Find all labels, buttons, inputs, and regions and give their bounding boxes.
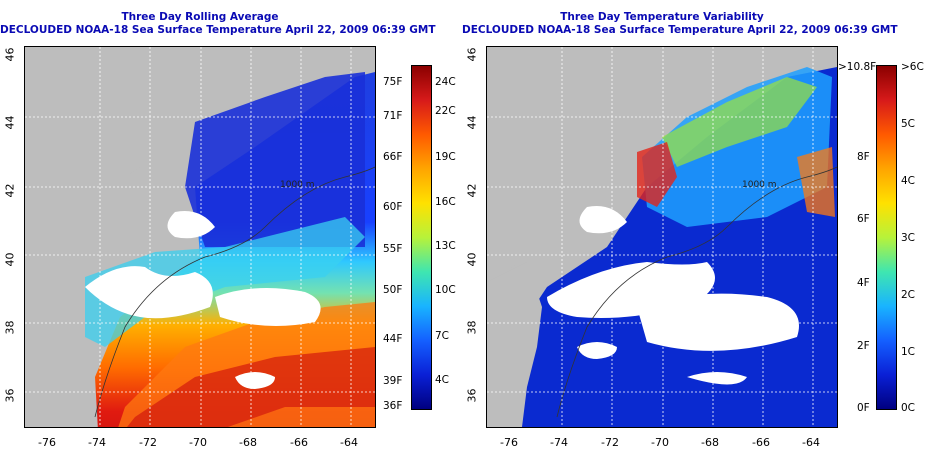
sst-average-map-graphic: 1000 m (25, 47, 375, 427)
lat-tick: 40 (465, 252, 479, 267)
contour-label: 1000 m (280, 180, 315, 190)
map-title-line2: DECLOUDED NOAA-18 Sea Surface Temperatur… (0, 24, 436, 36)
lat-tick: 38 (3, 320, 17, 335)
lat-tick: 42 (465, 183, 479, 198)
lon-tick: -68 (701, 436, 719, 449)
colorbar-c-label: 22C (435, 105, 456, 117)
colorbar-f-label: 44F (383, 333, 403, 345)
lon-tick: -74 (88, 436, 106, 449)
high-variability-patch (662, 77, 817, 167)
colorbar-f-label: 6F (857, 213, 870, 225)
lat-tick: 44 (465, 115, 479, 130)
colorbar-f-label: 55F (383, 243, 403, 255)
map-title-line1: Three Day Temperature Variability (560, 11, 764, 23)
colorbar-c-label: 0C (901, 402, 916, 414)
lat-tick: 46 (3, 47, 17, 62)
colorbar-c-label: 1C (901, 346, 916, 358)
colorbar-f-label: >10.8F (838, 61, 877, 73)
lon-tick: -70 (651, 436, 669, 449)
colorbar-c-label: 13C (435, 240, 456, 252)
map-title-line1: Three Day Rolling Average (121, 11, 279, 23)
coastal-hotspot (637, 142, 677, 207)
lat-tick: 36 (3, 388, 17, 403)
sst-average-map[interactable]: 1000 m (24, 46, 376, 428)
colorbar-c-label: 4C (435, 374, 450, 386)
offshore-hotspot (797, 147, 835, 217)
lon-tick: -72 (601, 436, 619, 449)
colorbar-f-label: 50F (383, 284, 403, 296)
colorbar-f-label: 75F (383, 76, 403, 88)
colorbar-f-label: 60F (383, 201, 403, 213)
colorbar-f-label: 66F (383, 151, 403, 163)
lat-tick: 46 (465, 47, 479, 62)
graticule (25, 47, 375, 427)
colorbar-f-label: 2F (857, 340, 870, 352)
colorbar-f-label: 71F (383, 110, 403, 122)
colorbar-c-label: 24C (435, 76, 456, 88)
cloud-mask (85, 211, 321, 389)
colorbar-f-label: 0F (857, 402, 870, 414)
colorbar-c-label: 3C (901, 232, 916, 244)
lat-tick: 40 (3, 252, 17, 267)
colorbar-c-label: 10C (435, 284, 456, 296)
sst-variability-map-graphic: 1000 m (487, 47, 837, 427)
variability-colorbar (876, 65, 897, 410)
colorbar-c-label: 7C (435, 330, 450, 342)
temperature-colorbar (411, 65, 432, 410)
lon-tick: -76 (500, 436, 518, 449)
isobath-1000m (94, 166, 375, 418)
land-mass-south (487, 262, 542, 427)
lon-tick: -70 (189, 436, 207, 449)
colorbar-c-label: 4C (901, 175, 916, 187)
lon-tick: -64 (802, 436, 820, 449)
lon-tick: -66 (290, 436, 308, 449)
lon-tick: -64 (340, 436, 358, 449)
gulf-of-maine-region (185, 72, 365, 247)
contour-label: 1000 m (742, 180, 777, 190)
colorbar-c-label: 16C (435, 196, 456, 208)
colorbar-f-label: 8F (857, 151, 870, 163)
land-mass (25, 47, 200, 282)
lat-tick: 42 (3, 183, 17, 198)
lat-tick: 36 (465, 388, 479, 403)
sst-variability-map[interactable]: 1000 m (486, 46, 838, 428)
colorbar-c-label: 19C (435, 151, 456, 163)
colorbar-f-label: 4F (857, 277, 870, 289)
lon-tick: -68 (239, 436, 257, 449)
lon-tick: -72 (139, 436, 157, 449)
colorbar-c-label: 5C (901, 118, 916, 130)
shelf-water-region (85, 217, 365, 347)
lon-tick: -74 (550, 436, 568, 449)
lon-tick: -66 (752, 436, 770, 449)
lat-tick: 44 (3, 115, 17, 130)
lon-tick: -76 (38, 436, 56, 449)
lat-tick: 38 (465, 320, 479, 335)
cloud-mask (547, 206, 799, 385)
isobath-1000m (556, 166, 837, 418)
land-mass-south (25, 262, 80, 427)
colorbar-c-label: 2C (901, 289, 916, 301)
colorbar-f-label: 39F (383, 375, 403, 387)
land-mass (487, 47, 662, 282)
colorbar-f-label: 36F (383, 400, 403, 412)
graticule (487, 47, 837, 427)
colorbar-c-label: >6C (901, 61, 924, 73)
map-title-line2: DECLOUDED NOAA-18 Sea Surface Temperatur… (462, 24, 898, 36)
